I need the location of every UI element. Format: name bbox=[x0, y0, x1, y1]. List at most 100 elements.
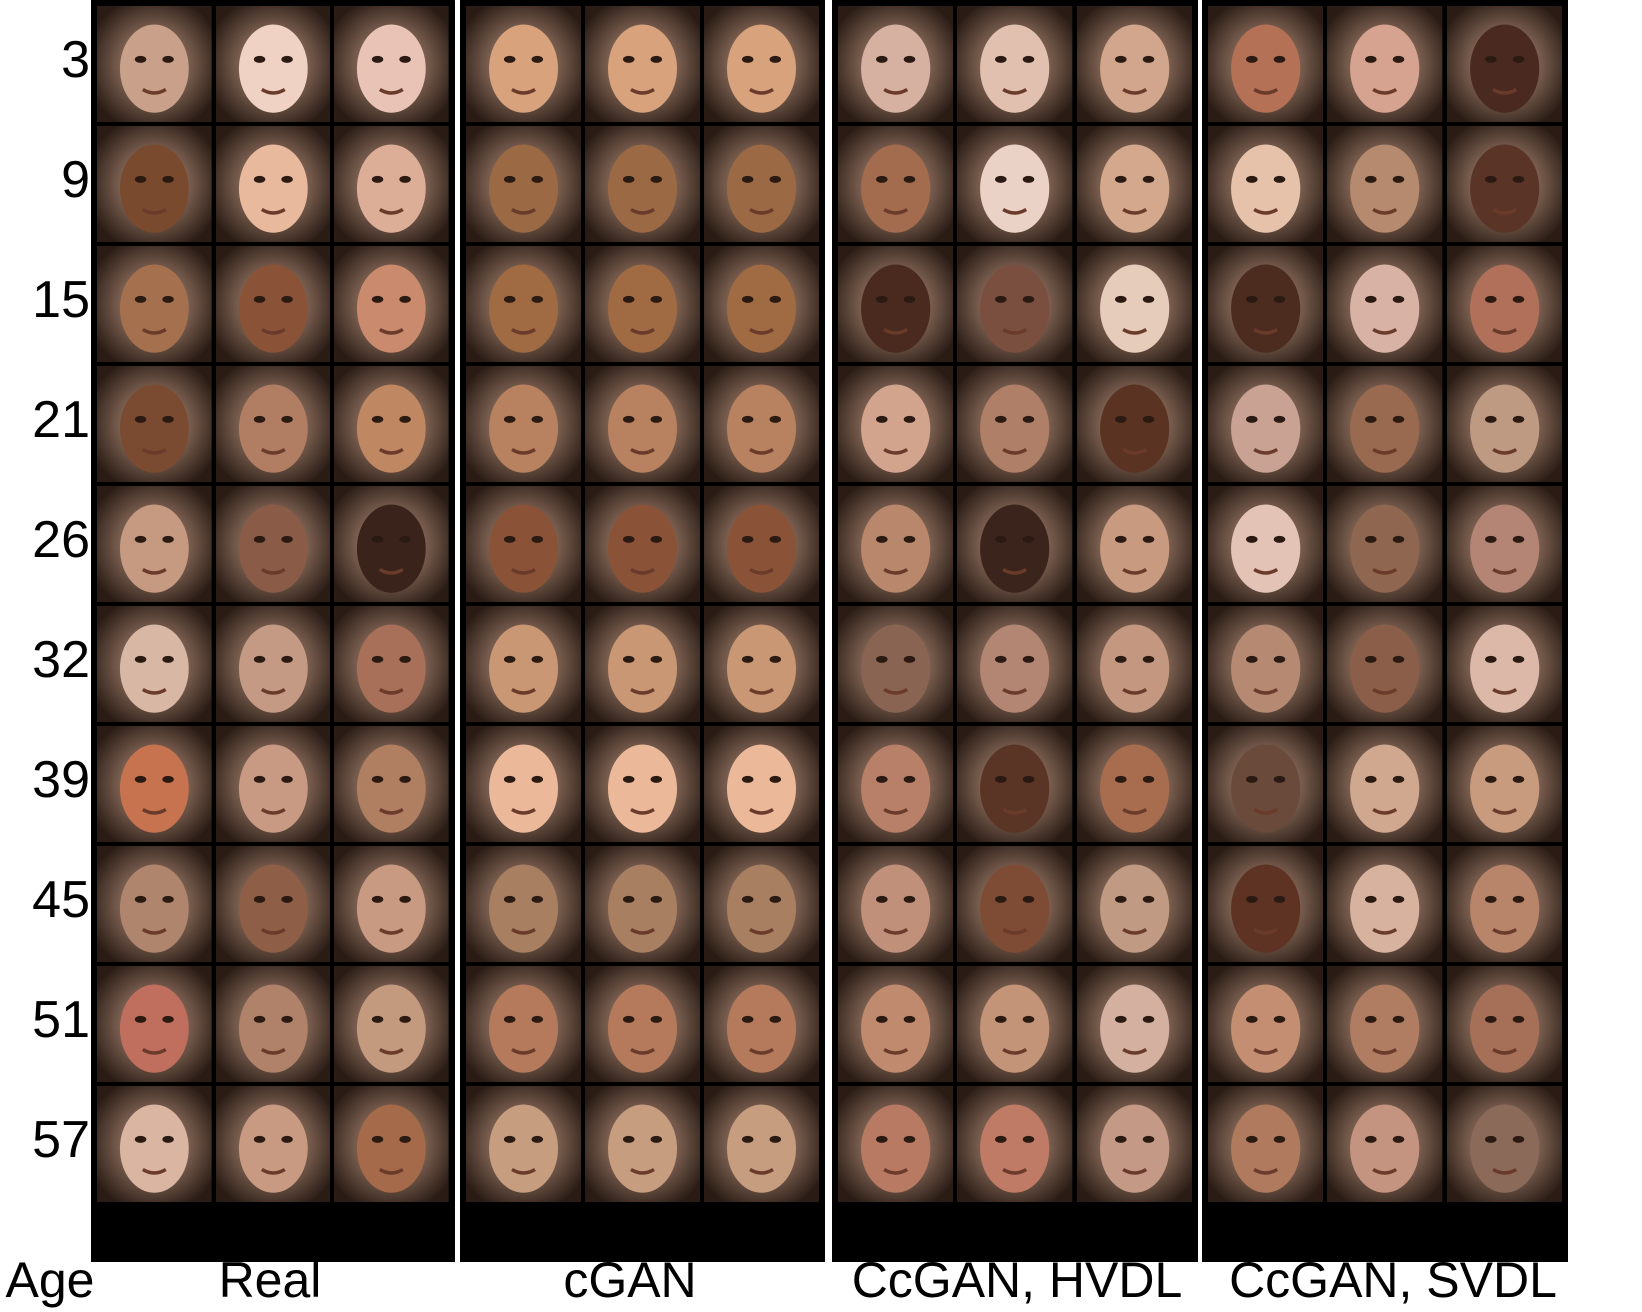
ccgan-hvdl-face-image bbox=[955, 844, 1075, 964]
real-face-image bbox=[213, 124, 333, 244]
real-face-image bbox=[332, 964, 451, 1084]
real-face-image bbox=[213, 244, 333, 364]
cgan-face-image bbox=[702, 964, 821, 1084]
real-face-image bbox=[95, 4, 214, 124]
age-label: 26 bbox=[32, 511, 90, 569]
ccgan-svdl-face-image bbox=[1206, 4, 1326, 124]
real-face-image bbox=[95, 604, 214, 724]
real-face-image bbox=[332, 604, 451, 724]
cgan-face-image bbox=[464, 604, 583, 724]
ccgan-svdl-face-image bbox=[1444, 4, 1564, 124]
cgan-face-image bbox=[583, 124, 702, 244]
ccgan-hvdl-face-image bbox=[1074, 484, 1194, 604]
real-face-image bbox=[95, 244, 214, 364]
cgan-face-image bbox=[583, 724, 702, 844]
age-label: 57 bbox=[32, 1111, 90, 1169]
ccgan-svdl-face-image bbox=[1325, 964, 1445, 1084]
age-label: 45 bbox=[32, 871, 90, 929]
ccgan-svdl-face-image bbox=[1325, 1084, 1445, 1204]
ccgan-svdl-face-image bbox=[1325, 364, 1445, 484]
cgan-face-image bbox=[583, 364, 702, 484]
ccgan-svdl-face-image bbox=[1444, 484, 1564, 604]
ccgan-hvdl-face-image bbox=[836, 124, 956, 244]
ccgan-hvdl-face-image bbox=[836, 364, 956, 484]
ccgan-svdl-face-image bbox=[1325, 724, 1445, 844]
age-label: 21 bbox=[32, 391, 90, 449]
real-face-image bbox=[95, 724, 214, 844]
real-face-image bbox=[332, 124, 451, 244]
real-face-image bbox=[332, 364, 451, 484]
ccgan-svdl-column-label: CcGAN, SVDL bbox=[1229, 1252, 1557, 1308]
ccgan-hvdl-face-image bbox=[955, 1084, 1075, 1204]
ccgan-hvdl-face-image bbox=[955, 964, 1075, 1084]
real-face-image bbox=[213, 4, 333, 124]
ccgan-hvdl-face-image bbox=[955, 4, 1075, 124]
cgan-face-image bbox=[464, 124, 583, 244]
ccgan-hvdl-face-image bbox=[1074, 724, 1194, 844]
cgan-face-image bbox=[583, 844, 702, 964]
ccgan-hvdl-face-image bbox=[955, 724, 1075, 844]
real-panel bbox=[91, 0, 455, 1262]
ccgan-svdl-face-image bbox=[1444, 604, 1564, 724]
ccgan-svdl-face-image bbox=[1206, 1084, 1326, 1204]
ccgan-svdl-face-image bbox=[1206, 964, 1326, 1084]
cgan-face-image bbox=[464, 724, 583, 844]
age-label: 3 bbox=[61, 31, 90, 89]
ccgan-svdl-face-image bbox=[1444, 724, 1564, 844]
cgan-panel bbox=[460, 0, 825, 1262]
real-face-image bbox=[95, 964, 214, 1084]
ccgan-hvdl-face-image bbox=[955, 364, 1075, 484]
ccgan-hvdl-face-image bbox=[955, 604, 1075, 724]
cgan-face-image bbox=[702, 844, 821, 964]
cgan-face-image bbox=[583, 964, 702, 1084]
ccgan-svdl-face-image bbox=[1206, 124, 1326, 244]
ccgan-svdl-face-image bbox=[1206, 244, 1326, 364]
cgan-face-image bbox=[702, 244, 821, 364]
real-column-label: Real bbox=[218, 1252, 322, 1308]
ccgan-hvdl-face-image bbox=[1074, 124, 1194, 244]
cgan-face-image bbox=[583, 244, 702, 364]
real-face-image bbox=[95, 1084, 214, 1204]
cgan-face-image bbox=[702, 1084, 821, 1204]
real-face-image bbox=[213, 844, 333, 964]
ccgan-svdl-face-image bbox=[1325, 844, 1445, 964]
ccgan-svdl-panel bbox=[1202, 0, 1568, 1262]
cgan-face-image bbox=[583, 4, 702, 124]
ccgan-svdl-face-image bbox=[1444, 964, 1564, 1084]
ccgan-svdl-face-image bbox=[1325, 244, 1445, 364]
cgan-face-image bbox=[583, 604, 702, 724]
real-face-image bbox=[95, 844, 214, 964]
cgan-face-image bbox=[583, 1084, 702, 1204]
real-face-image bbox=[213, 1084, 333, 1204]
real-face-image bbox=[332, 844, 451, 964]
ccgan-svdl-face-image bbox=[1325, 124, 1445, 244]
ccgan-hvdl-face-image bbox=[836, 4, 956, 124]
ccgan-hvdl-face-image bbox=[955, 484, 1075, 604]
ccgan-svdl-face-image bbox=[1444, 244, 1564, 364]
cgan-face-image bbox=[464, 244, 583, 364]
ccgan-svdl-face-image bbox=[1206, 484, 1326, 604]
real-face-image bbox=[213, 364, 333, 484]
cgan-face-image bbox=[702, 484, 821, 604]
real-face-image bbox=[332, 1084, 451, 1204]
cgan-face-image bbox=[464, 4, 583, 124]
ccgan-hvdl-face-image bbox=[1074, 364, 1194, 484]
cgan-face-image bbox=[583, 484, 702, 604]
age-label: 9 bbox=[61, 151, 90, 209]
ccgan-hvdl-column-label: CcGAN, HVDL bbox=[851, 1252, 1183, 1308]
real-face-image bbox=[213, 964, 333, 1084]
ccgan-hvdl-face-image bbox=[1074, 604, 1194, 724]
age-label: 51 bbox=[32, 991, 90, 1049]
real-face-image bbox=[332, 724, 451, 844]
ccgan-hvdl-panel bbox=[832, 0, 1198, 1262]
age-label: 15 bbox=[32, 271, 90, 329]
cgan-face-image bbox=[702, 604, 821, 724]
ccgan-svdl-face-image bbox=[1325, 484, 1445, 604]
real-face-image bbox=[95, 484, 214, 604]
ccgan-hvdl-face-image bbox=[836, 244, 956, 364]
real-face-image bbox=[332, 484, 451, 604]
real-face-image bbox=[213, 724, 333, 844]
ccgan-svdl-face-image bbox=[1206, 844, 1326, 964]
ccgan-hvdl-face-image bbox=[836, 484, 956, 604]
cgan-column-label: cGAN bbox=[563, 1252, 697, 1308]
